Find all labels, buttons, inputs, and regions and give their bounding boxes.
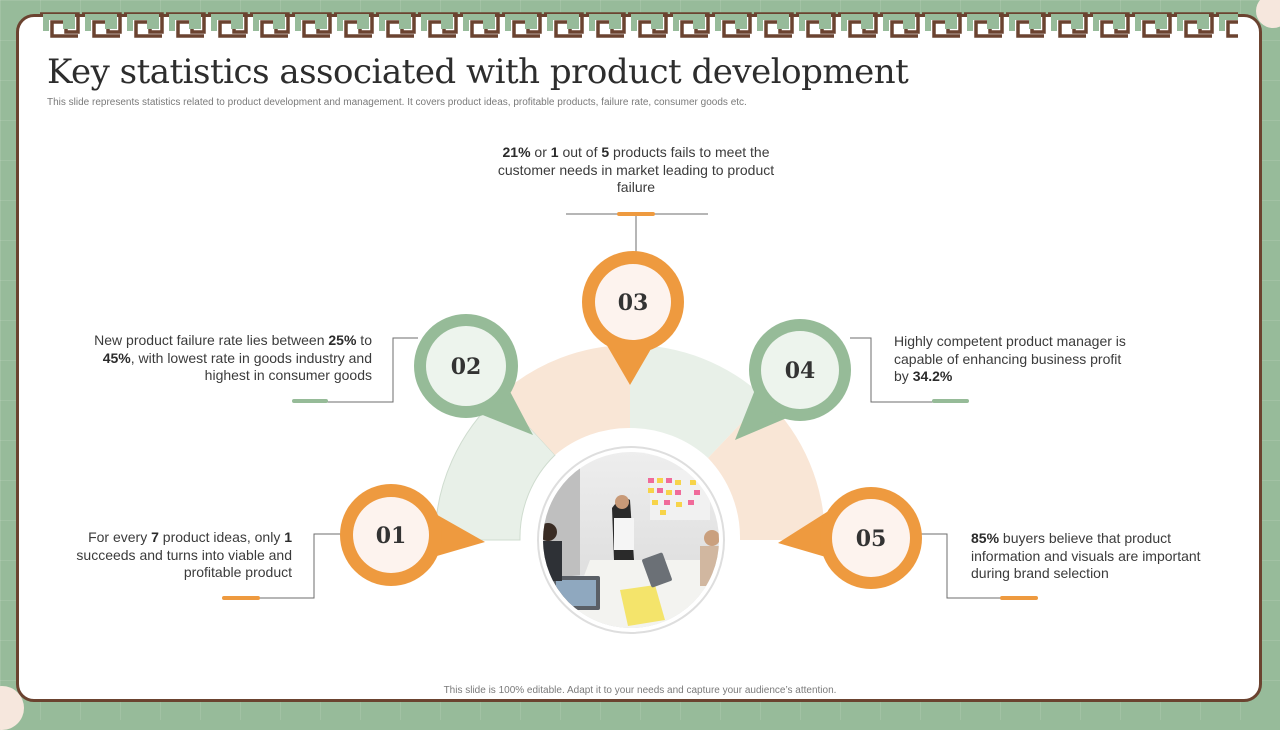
pin-05: 05	[778, 487, 922, 589]
connector-02	[300, 337, 418, 403]
pin-number-05: 05	[856, 526, 887, 552]
stat-text-04: Highly competent product manager is capa…	[894, 333, 1134, 386]
segment-04	[708, 398, 826, 540]
center-photo	[537, 446, 725, 634]
stat-text-01: For every 7 product ideas, only 1 succee…	[52, 529, 292, 582]
stat-03-segment: 1	[550, 144, 559, 160]
stat-text-03: 21% or 1 out of 5 products fails to meet…	[486, 144, 786, 197]
stat-03-segment: 21%	[502, 144, 531, 160]
connector-accents	[222, 212, 1038, 600]
greek-key-border	[38, 12, 1238, 48]
pin-number-01: 01	[376, 523, 407, 549]
pin-number-04: 04	[785, 358, 816, 384]
stat-05-segment: buyers believe that product information …	[971, 530, 1201, 581]
pin-03: 03	[582, 251, 684, 385]
segment-03	[630, 344, 765, 458]
stat-01-segment: product ideas, only	[158, 529, 285, 545]
pin-number-02: 02	[451, 354, 482, 380]
segment-02	[500, 345, 630, 455]
stat-03-segment: 5	[601, 144, 610, 160]
page-footer: This slide is 100% editable. Adapt it to…	[443, 685, 837, 696]
stat-01-segment: 1	[284, 529, 292, 545]
stat-text-02: New product failure rate lies between 25…	[62, 332, 372, 385]
stat-01-segment: 7	[151, 529, 159, 545]
connector-01	[232, 533, 342, 599]
stat-04-segment: Highly competent product manager is capa…	[894, 333, 1126, 384]
page-title: Key statistics associated with product d…	[47, 52, 909, 92]
stat-02-segment: 45%	[102, 349, 131, 366]
stat-01-segment: For every	[88, 529, 152, 545]
stat-01-segment: succeeds and turns into viable and profi…	[76, 546, 292, 581]
connector-03	[566, 213, 708, 252]
stat-04-segment: 34.2%	[912, 368, 953, 384]
connector-05	[920, 533, 1030, 599]
stat-text-05: 85% buyers believe that product informat…	[971, 530, 1226, 583]
stat-02-segment: New product failure rate lies between	[94, 332, 329, 348]
connector-04	[850, 337, 960, 403]
stat-03-segment: products fails to meet the customer need…	[497, 144, 775, 195]
stat-02-segment: 25%	[328, 332, 357, 348]
pin-01: 01	[340, 484, 485, 586]
stat-05-segment: 85%	[971, 530, 1000, 546]
page-subtitle: This slide represents statistics related…	[47, 97, 747, 108]
stat-02-segment: , with lowest rate in goods industry and…	[130, 349, 372, 384]
sticky-notes	[648, 478, 700, 515]
pin-02: 02	[414, 314, 533, 435]
stat-03-segment: out of	[558, 144, 602, 160]
stat-02-segment: to	[356, 332, 372, 348]
stat-03-segment: or	[530, 144, 551, 160]
pin-04: 04	[735, 319, 851, 440]
pin-number-03: 03	[618, 290, 649, 316]
